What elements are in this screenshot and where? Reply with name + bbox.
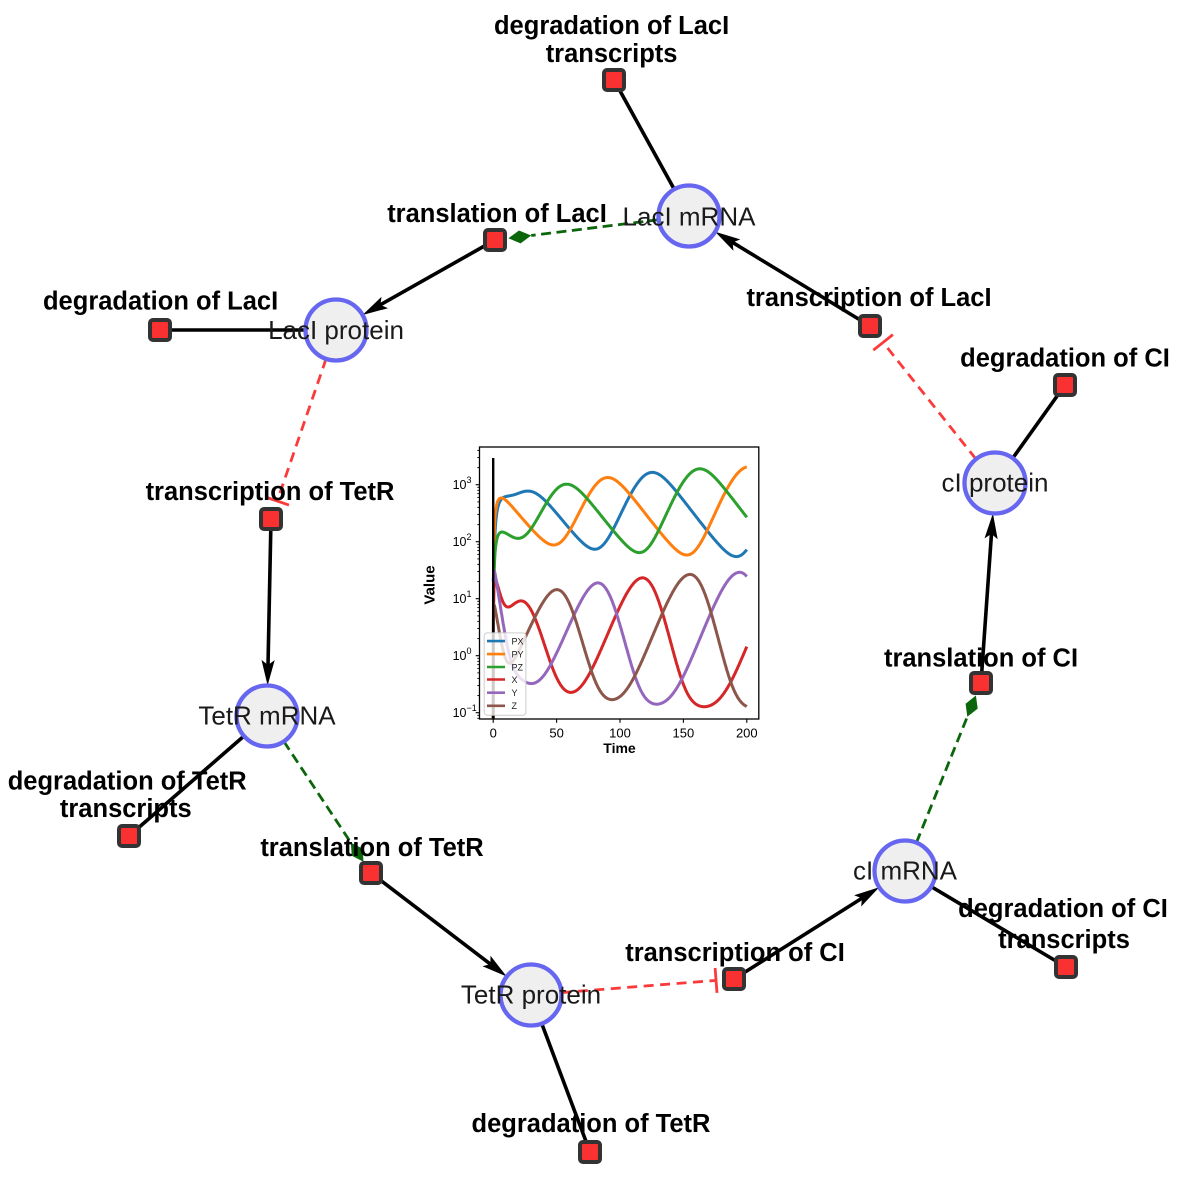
svg-text:Value: Value bbox=[422, 565, 439, 604]
svg-text:translation of TetR: translation of TetR bbox=[260, 834, 483, 862]
svg-text:PX: PX bbox=[512, 637, 524, 647]
svg-text:−1: −1 bbox=[467, 703, 477, 713]
svg-text:degradation of TetR: degradation of TetR bbox=[472, 1110, 711, 1138]
svg-text:TetR protein: TetR protein bbox=[461, 980, 601, 1010]
svg-text:PY: PY bbox=[512, 650, 524, 660]
svg-text:transcription of CI: transcription of CI bbox=[625, 939, 845, 967]
svg-text:cI mRNA: cI mRNA bbox=[853, 856, 958, 886]
svg-text:0: 0 bbox=[467, 646, 472, 656]
svg-text:X: X bbox=[512, 675, 518, 685]
svg-text:Time: Time bbox=[603, 740, 636, 756]
svg-text:transcripts: transcripts bbox=[998, 926, 1130, 954]
svg-text:LacI mRNA: LacI mRNA bbox=[623, 202, 757, 232]
svg-text:LacI protein: LacI protein bbox=[268, 315, 404, 345]
svg-text:10: 10 bbox=[453, 592, 467, 606]
svg-text:degradation of TetR: degradation of TetR bbox=[8, 768, 247, 796]
svg-text:translation of LacI: translation of LacI bbox=[387, 200, 607, 228]
svg-text:translation of CI: translation of CI bbox=[884, 645, 1078, 673]
svg-text:degradation of LacI: degradation of LacI bbox=[43, 288, 278, 316]
svg-text:150: 150 bbox=[673, 726, 695, 741]
svg-text:transcripts: transcripts bbox=[546, 40, 678, 68]
svg-text:transcription of LacI: transcription of LacI bbox=[746, 284, 991, 312]
svg-text:10: 10 bbox=[453, 649, 467, 663]
svg-text:10: 10 bbox=[453, 706, 467, 720]
svg-text:50: 50 bbox=[549, 726, 563, 741]
svg-text:PZ: PZ bbox=[512, 662, 524, 672]
svg-text:3: 3 bbox=[467, 475, 472, 485]
svg-text:Z: Z bbox=[512, 701, 518, 711]
svg-text:200: 200 bbox=[736, 726, 758, 741]
svg-text:Y: Y bbox=[512, 688, 518, 698]
svg-text:1: 1 bbox=[467, 589, 472, 599]
svg-text:100: 100 bbox=[609, 726, 631, 741]
svg-text:TetR mRNA: TetR mRNA bbox=[198, 701, 336, 731]
svg-text:degradation of CI: degradation of CI bbox=[958, 895, 1168, 923]
svg-text:transcripts: transcripts bbox=[60, 795, 192, 823]
svg-text:2: 2 bbox=[467, 532, 472, 542]
svg-text:10: 10 bbox=[453, 478, 467, 492]
svg-text:degradation of LacI: degradation of LacI bbox=[494, 12, 729, 40]
svg-text:10: 10 bbox=[453, 535, 467, 549]
svg-text:transcription of TetR: transcription of TetR bbox=[146, 478, 395, 506]
svg-text:0: 0 bbox=[490, 726, 497, 741]
svg-text:cI protein: cI protein bbox=[942, 468, 1049, 498]
svg-text:degradation of CI: degradation of CI bbox=[960, 345, 1170, 373]
